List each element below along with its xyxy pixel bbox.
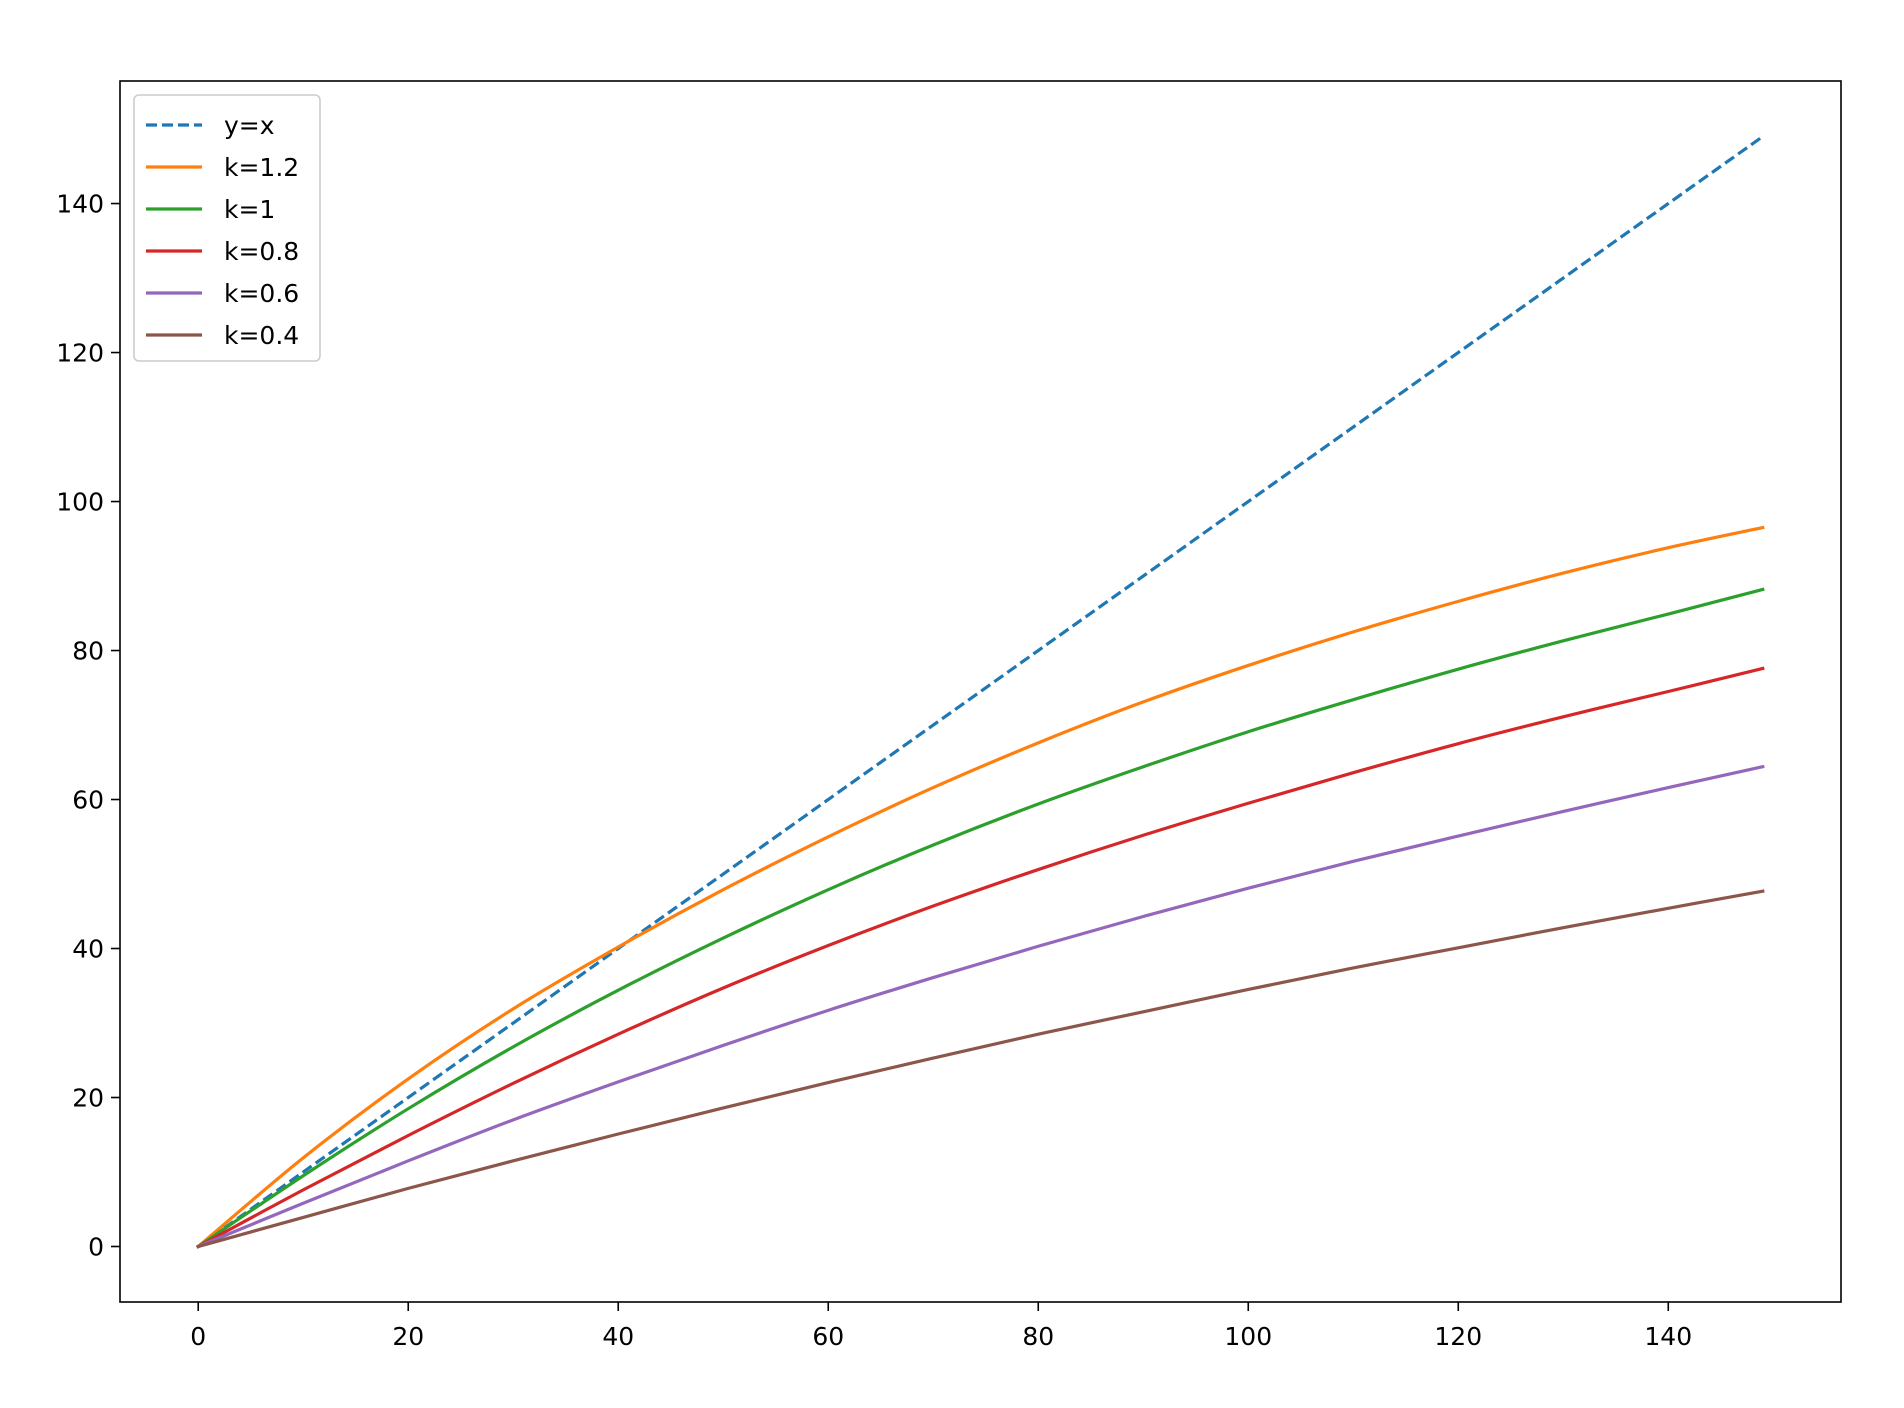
series-line-k-1 xyxy=(196,587,1765,1249)
series-line-k-0-8 xyxy=(196,666,1765,1249)
y-tick-label: 60 xyxy=(72,786,104,815)
x-tick-label: 140 xyxy=(1644,1322,1692,1351)
x-tick-label: 80 xyxy=(1022,1322,1054,1351)
series-line-k-1-2 xyxy=(195,525,1765,1249)
series-line-y-x xyxy=(197,135,1764,1248)
legend: y=x k=1.2 k=1 k=0.8 k=0.6 k=0.4 xyxy=(133,94,321,362)
legend-label: k=1 xyxy=(224,195,275,224)
axes-frame xyxy=(119,80,1842,1303)
series-line-k-0-4 xyxy=(196,889,1765,1249)
y-tick-label: 120 xyxy=(56,339,104,368)
y-axis: 0 20 40 60 80 100 120 140 xyxy=(56,190,120,1262)
legend-label: k=0.8 xyxy=(224,237,299,266)
y-tick-label: 0 xyxy=(88,1233,104,1262)
x-tick-label: 60 xyxy=(812,1322,844,1351)
y-tick-label: 40 xyxy=(72,935,104,964)
legend-label: y=x xyxy=(224,111,275,140)
series-line-k-0-6 xyxy=(196,764,1765,1249)
legend-label: k=0.6 xyxy=(224,279,299,308)
x-tick-label: 120 xyxy=(1434,1322,1482,1351)
y-tick-label: 80 xyxy=(72,637,104,666)
x-axis: 0 20 40 60 80 100 120 140 xyxy=(190,1302,1692,1351)
x-tick-label: 0 xyxy=(190,1322,206,1351)
legend-label: k=1.2 xyxy=(224,153,299,182)
series-layer xyxy=(195,135,1765,1249)
legend-label: k=0.4 xyxy=(224,321,299,350)
y-tick-label: 100 xyxy=(56,488,104,517)
x-tick-label: 100 xyxy=(1224,1322,1272,1351)
x-tick-label: 40 xyxy=(602,1322,634,1351)
y-tick-label: 20 xyxy=(72,1084,104,1113)
y-tick-label: 140 xyxy=(56,190,104,219)
x-tick-label: 20 xyxy=(392,1322,424,1351)
